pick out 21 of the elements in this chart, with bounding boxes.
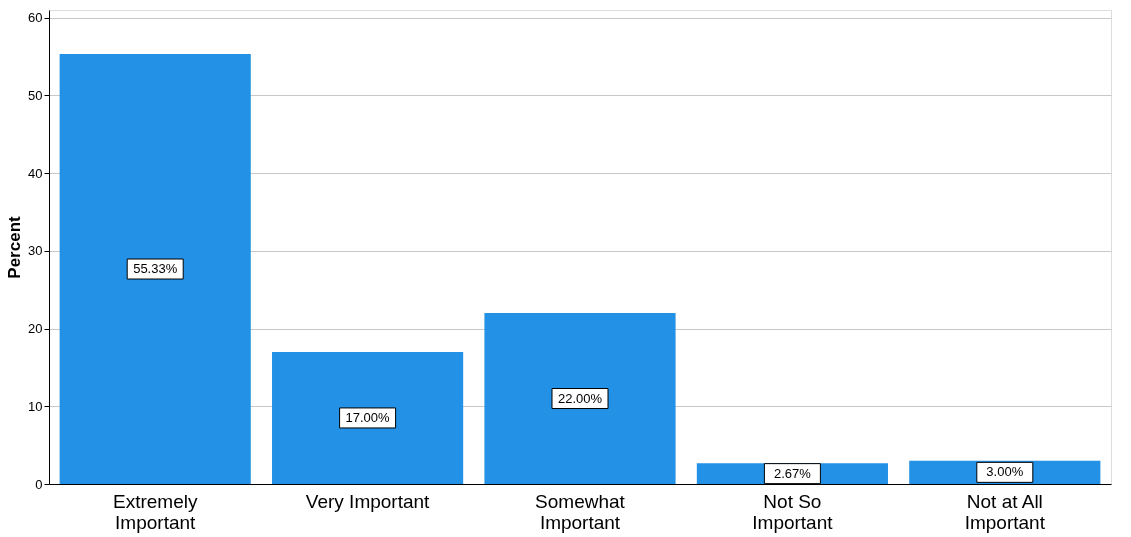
bar — [484, 313, 676, 484]
data-label: 17.00% — [345, 409, 391, 425]
x-tick-label: Somewhat Important — [535, 490, 626, 533]
y-tick-label: 60 — [28, 10, 43, 26]
data-label: 3.00% — [986, 464, 1024, 480]
x-tick-label: Not So Important — [752, 490, 834, 533]
y-tick-label: 20 — [28, 321, 43, 337]
y-tick-label: 40 — [28, 165, 43, 181]
y-tick-label: 10 — [28, 398, 43, 414]
x-tick-label: Not at All Important — [964, 490, 1046, 533]
bar — [272, 351, 464, 484]
y-tick-label: 50 — [28, 87, 43, 103]
x-tick-label: Extremely Important — [112, 490, 198, 533]
bar — [59, 54, 251, 484]
x-tick-label: Very Important — [305, 490, 431, 512]
data-label: 22.00% — [557, 390, 603, 406]
y-axis-title: Percent — [5, 215, 25, 279]
y-tick-label: 30 — [28, 243, 43, 259]
data-label: 2.67% — [773, 465, 812, 481]
data-label: 55.33% — [133, 261, 178, 277]
y-tick-label: 0 — [35, 476, 43, 492]
